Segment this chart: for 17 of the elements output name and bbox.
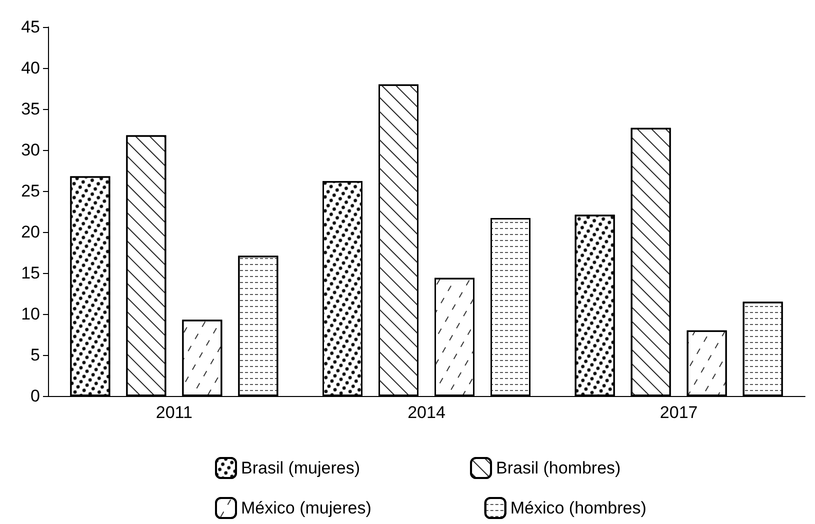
x-tick-label: 2014 — [408, 403, 446, 422]
y-tick-label: 5 — [30, 346, 40, 364]
y-tick-label: 0 — [30, 386, 40, 406]
x-tick-label: 2011 — [156, 403, 192, 422]
y-tick-label: 45 — [21, 18, 40, 36]
legend-label: México (hombres) — [510, 498, 646, 518]
y-tick-label: 35 — [21, 100, 40, 118]
legend-label: Brasil (hombres) — [496, 458, 621, 478]
y-tick-label: 30 — [21, 140, 40, 160]
y-tick-label: 20 — [21, 222, 40, 242]
legend-label: México (mujeres) — [241, 498, 372, 518]
legend-label: Brasil (mujeres) — [241, 458, 360, 478]
x-tick-label: 2017 — [660, 403, 698, 422]
y-tick-label: 40 — [21, 58, 40, 78]
y-tick-label: 10 — [21, 304, 40, 324]
y-tick-label: 15 — [21, 264, 40, 282]
y-tick-label: 25 — [21, 182, 40, 200]
